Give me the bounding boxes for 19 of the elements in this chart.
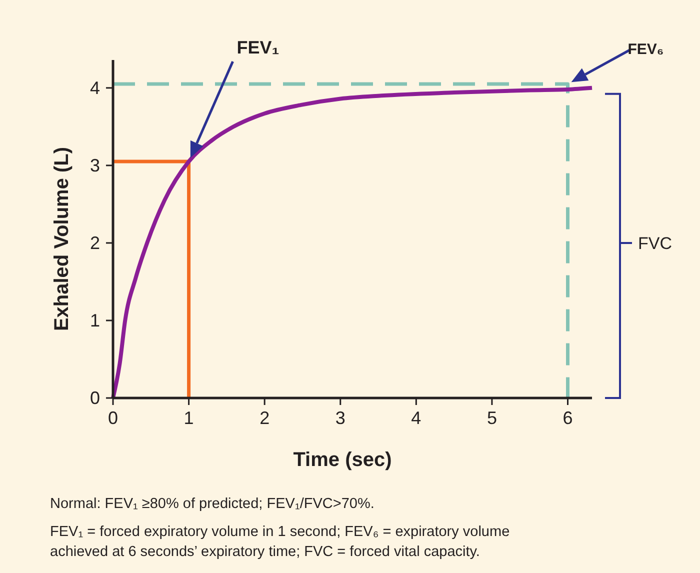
text: FEV₁ = forced expiratory volume in 1 second; FEV₆ = expiratory volume achieved at 6 seconds’ expiratory time; FVC = forced vital capacity. — [50, 524, 510, 560]
x-tick-label: 1 — [184, 408, 194, 428]
text: FVC — [638, 234, 672, 253]
y-tick-label: 3 — [90, 155, 100, 176]
text: FEV₁ — [236, 38, 280, 58]
x-axis-title: Time (sec) — [293, 449, 392, 471]
x-tick-label: 0 — [108, 408, 118, 428]
x-tick-label: 4 — [411, 408, 422, 428]
y-tick-label: 0 — [90, 388, 100, 408]
y-axis-title: Exhaled Volume (L) — [51, 146, 73, 332]
y-tick-label: 2 — [90, 232, 100, 253]
text: Normal: FEV₁ ≥80% of predicted; FEV₁/FVC>70%. — [50, 496, 374, 512]
y-tick-label: 4 — [90, 78, 100, 98]
y-tick-label: 1 — [90, 310, 100, 330]
x-tick-label: 3 — [335, 408, 346, 428]
x-tick-label: 6 — [562, 408, 573, 428]
x-tick-label: 5 — [486, 408, 497, 428]
x-tick-label: 2 — [260, 408, 270, 428]
text: FEV₆ — [628, 41, 664, 58]
